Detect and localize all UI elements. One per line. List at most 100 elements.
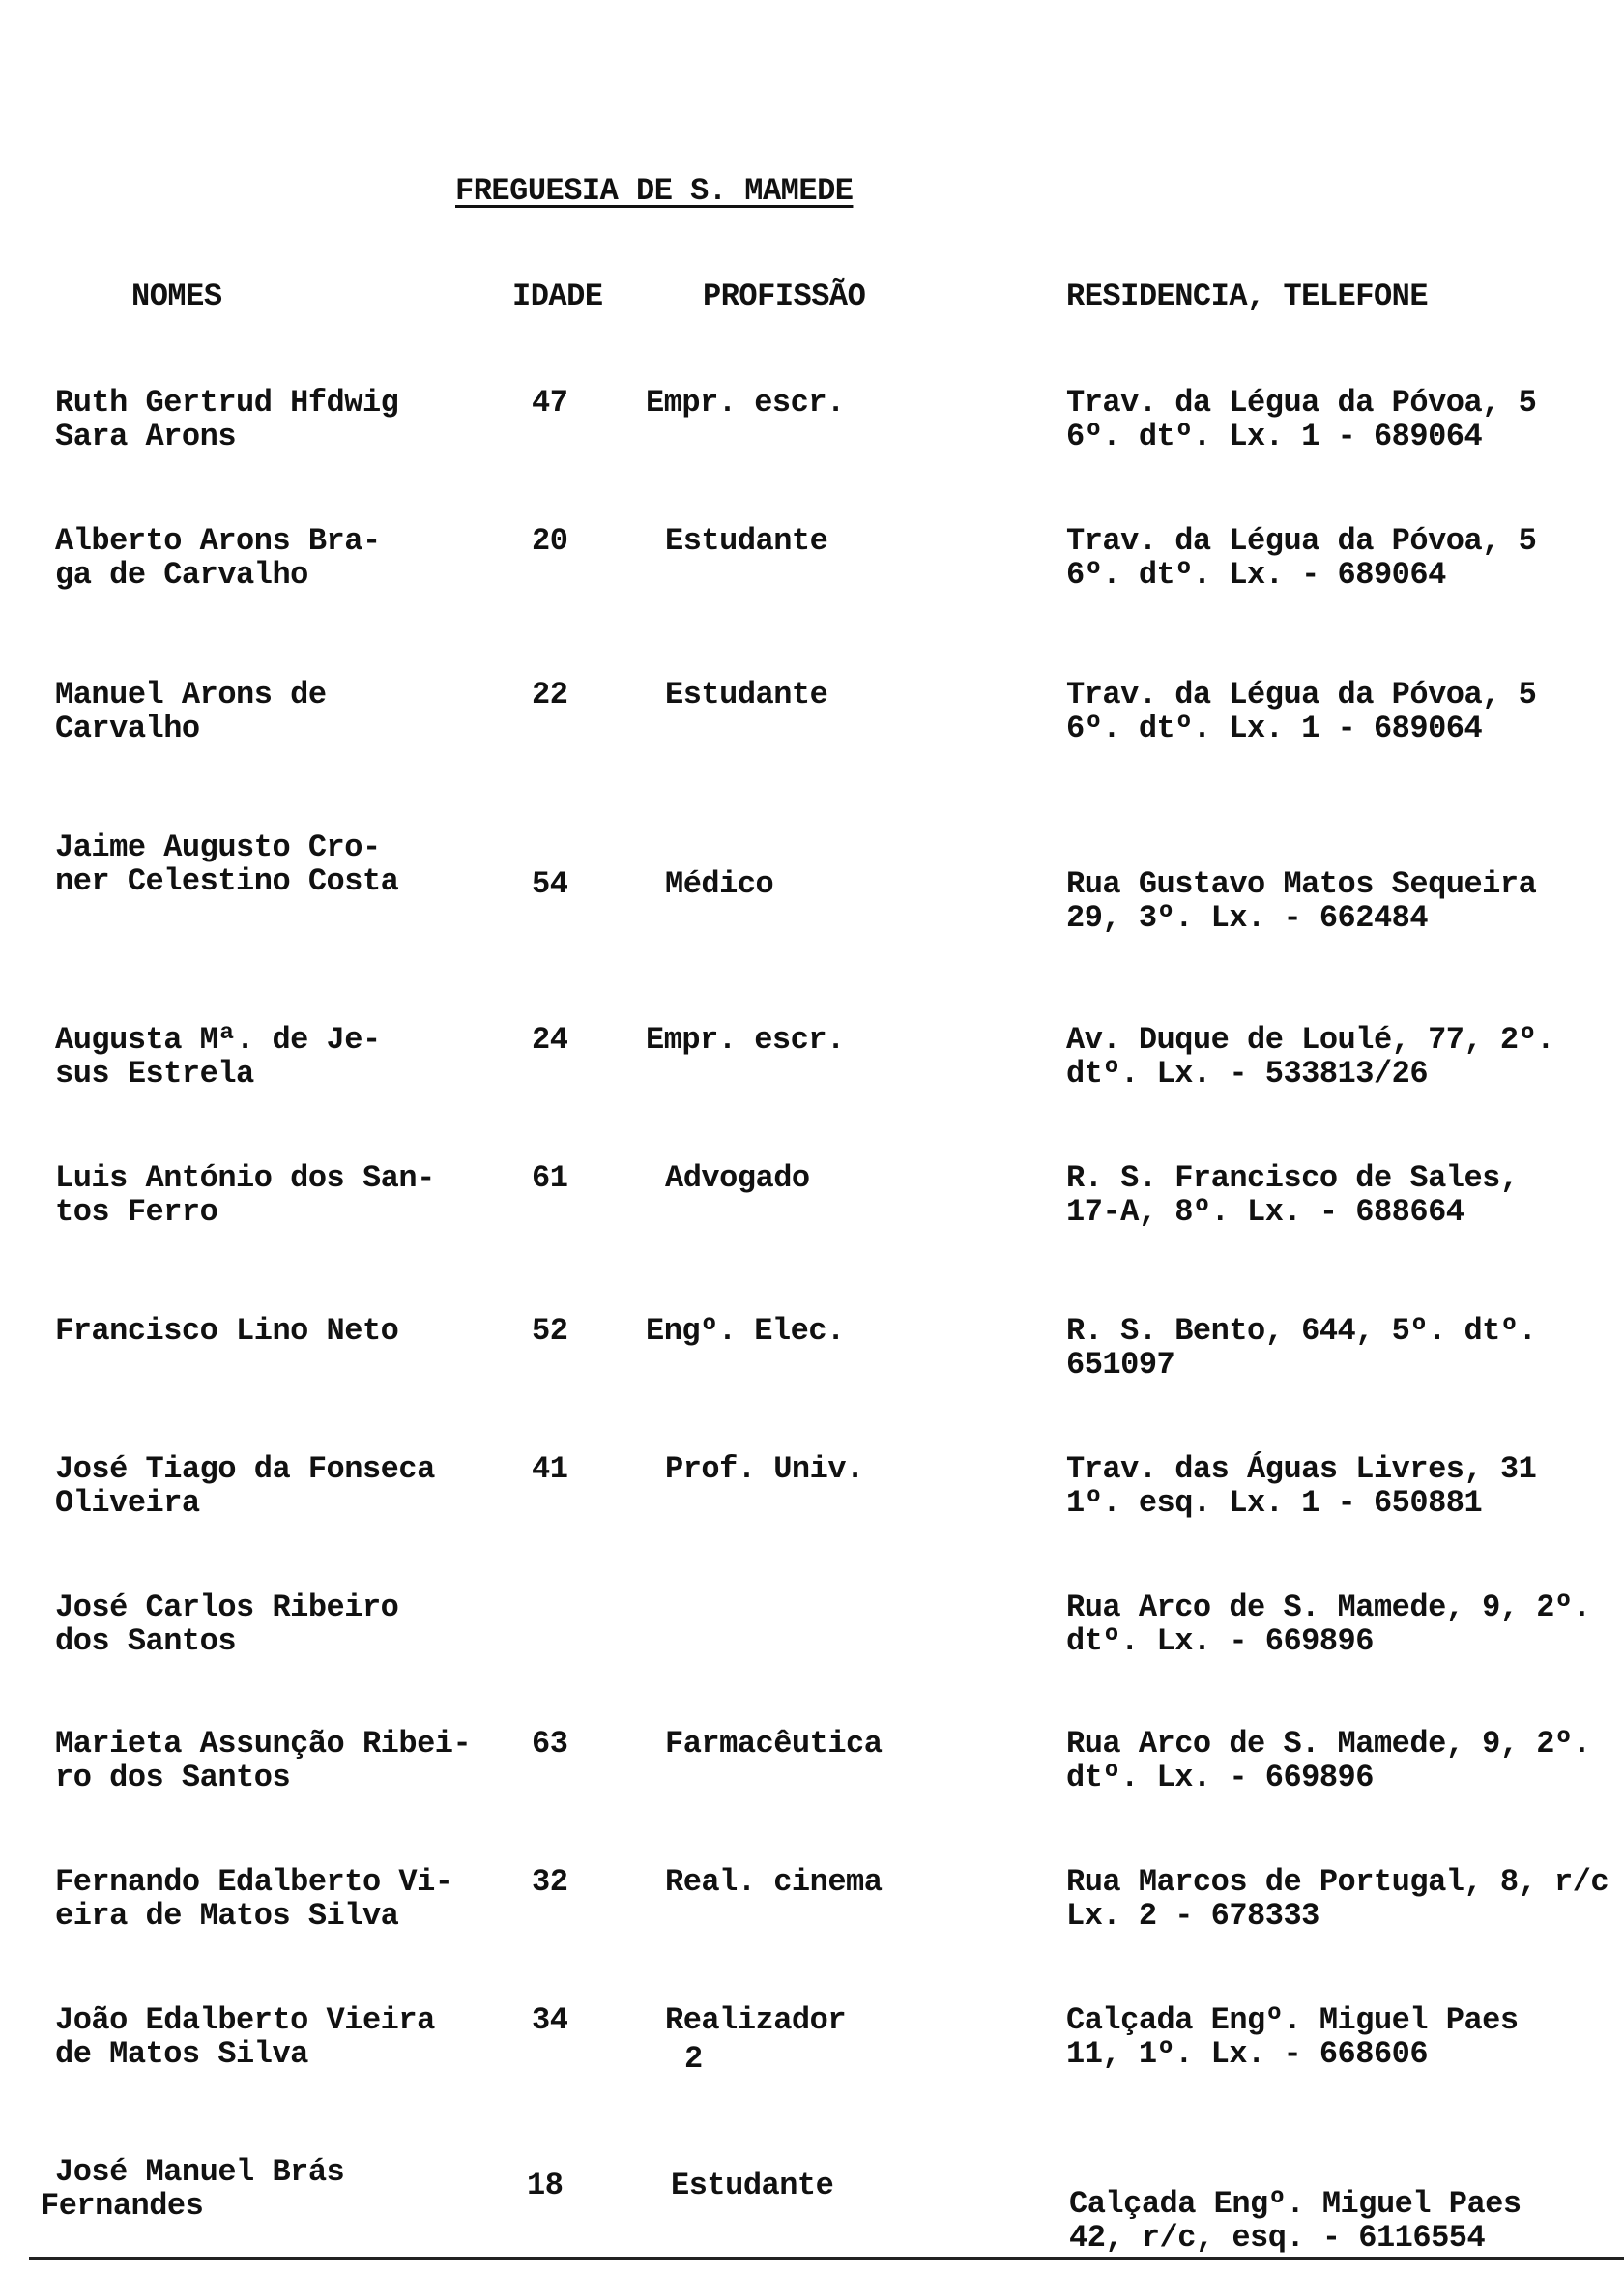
name-cell-line: sus Estrela xyxy=(55,1056,254,1092)
name-cell: Jaime Augusto Cro-ner Celestino Costa xyxy=(55,830,399,899)
residence-cell-line: dtº. Lx. - 669896 xyxy=(1066,1623,1374,1659)
name-cell-line: tos Ferro xyxy=(55,1194,218,1230)
page-number: 2 xyxy=(684,2041,703,2077)
name-cell-line: dos Santos xyxy=(55,1623,237,1659)
name-cell-line: Fernando Edalberto Vi- xyxy=(55,1864,453,1900)
age-cell: 47 xyxy=(532,385,568,421)
residence-cell: Rua Arco de S. Mamede, 9, 2º. dtº. Lx. - … xyxy=(1066,1589,1591,1659)
residence-cell-line: dtº. Lx. - 669896 xyxy=(1066,1760,1374,1795)
residence-cell-line: 6º. dtº. Lx. 1 - 689064 xyxy=(1066,419,1483,454)
name-cell: Ruth Gertrud Hfdwig Sara Arons xyxy=(55,385,399,454)
age-cell: 54 xyxy=(532,866,568,902)
residence-cell: Trav. da Légua da Póvoa, 5 6º. dtº. Lx. 1… xyxy=(1066,385,1537,454)
residence-cell-line: 29, 3º. Lx. - 662484 xyxy=(1066,900,1429,936)
page-title: FREGUESIA DE S. MAMEDE xyxy=(455,173,854,209)
name-cell: Fernando Edalberto Vi-eira de Matos Silv… xyxy=(55,1864,453,1934)
residence-cell-line: Trav. das Águas Livres, 31 xyxy=(1066,1451,1537,1487)
residence-cell-line: Av. Duque de Loulé, 77, 2º. xyxy=(1066,1022,1554,1058)
profession-cell: Advogado xyxy=(665,1160,810,1196)
residence-cell-line: 6º. dtº. Lx. 1 - 689064 xyxy=(1066,711,1483,746)
name-cell-line: ga de Carvalho xyxy=(55,557,308,593)
residence-cell: Trav. das Águas Livres, 31 1º. esq. Lx. 1… xyxy=(1066,1451,1537,1521)
name-cell: Luis António dos San-tos Ferro xyxy=(55,1161,435,1229)
profession-cell: Empr. escr. xyxy=(646,385,845,421)
residence-cell: Trav. da Légua da Póvoa, 5 6º. dtº. Lx. 1… xyxy=(1066,677,1537,746)
residence-cell: Rua Marcos de Portugal, 8, r/c Lx. 2 - 67… xyxy=(1066,1865,1610,1934)
profession-cell: Estudante xyxy=(665,677,828,713)
residence-cell-line: Trav. da Légua da Póvoa, 5 xyxy=(1066,677,1537,713)
residence-cell: Calçada Engº. Miguel Paes 42, r/c, esq. -… xyxy=(1069,2187,1522,2255)
name-cell-line: Sara Arons xyxy=(55,419,237,454)
residence-cell: Av. Duque de Loulé, 77, 2º. dtº. Lx. - 53… xyxy=(1066,1023,1554,1091)
name-cell-line: Oliveira xyxy=(55,1485,200,1521)
profession-cell: Estudante xyxy=(671,2168,834,2203)
name-cell-line: eira de Matos Silva xyxy=(55,1898,399,1934)
name-cell-line: Manuel Arons de xyxy=(55,677,327,713)
age-cell: 20 xyxy=(532,523,568,559)
residence-cell-line: R. S. Bento, 644, 5º. dtº. xyxy=(1066,1313,1537,1349)
name-cell-line: José Tiago da Fonseca xyxy=(55,1451,435,1487)
residence-cell: R. S. Bento, 644, 5º. dtº. 651097 xyxy=(1066,1313,1537,1383)
name-cell-line: ro dos Santos xyxy=(55,1760,291,1795)
residence-cell-line: Trav. da Légua da Póvoa, 5 xyxy=(1066,523,1537,559)
name-cell-line: Marieta Assunção Ribei- xyxy=(55,1726,472,1762)
age-cell: 22 xyxy=(532,677,568,713)
residence-cell-line: 17-A, 8º. Lx. - 688664 xyxy=(1066,1194,1464,1230)
header-profissao: PROFISSÃO xyxy=(703,278,866,314)
name-cell-line: Carvalho xyxy=(55,711,200,746)
name-cell-line: Fernandes xyxy=(41,2188,204,2224)
age-cell: 41 xyxy=(532,1451,568,1487)
residence-cell-line: Trav. da Légua da Póvoa, 5 xyxy=(1066,385,1537,421)
residence-cell-line: 11, 1º. Lx. - 668606 xyxy=(1066,2036,1429,2072)
profession-cell: Médico xyxy=(665,866,774,902)
name-cell-line: José Carlos Ribeiro xyxy=(55,1589,399,1625)
profession-cell: Estudante xyxy=(665,523,828,559)
name-cell-line: de Matos Silva xyxy=(55,2036,308,2072)
name-cell-line: Ruth Gertrud Hfdwig xyxy=(55,385,399,421)
age-cell: 61 xyxy=(532,1160,568,1196)
residence-cell-line: 6º. dtº. Lx. - 689064 xyxy=(1066,557,1446,593)
residence-cell-line: Rua Arco de S. Mamede, 9, 2º. xyxy=(1066,1726,1591,1762)
residence-cell-line: Calçada Engº. Miguel Paes xyxy=(1066,2002,1519,2038)
residence-cell-line: Rua Gustavo Matos Sequeira xyxy=(1066,866,1537,902)
name-cell-line: Alberto Arons Bra- xyxy=(55,523,381,559)
residence-cell-line: Rua Arco de S. Mamede, 9, 2º. xyxy=(1066,1589,1591,1625)
name-cell: Augusta Mª. de Je-sus Estrela xyxy=(55,1023,381,1091)
residence-cell: Rua Gustavo Matos Sequeira 29, 3º. Lx. - … xyxy=(1066,866,1537,936)
header-residencia: RESIDENCIA, TELEFONE xyxy=(1066,278,1429,314)
name-cell: José Carlos Ribeiro dos Santos xyxy=(55,1589,399,1659)
name-cell: João Edalberto Vieira de Matos Silva xyxy=(55,2003,435,2071)
residence-cell-line: R. S. Francisco de Sales, xyxy=(1066,1160,1519,1196)
age-cell: 32 xyxy=(532,1864,568,1900)
residence-cell: Trav. da Légua da Póvoa, 5 6º. dtº. Lx. -… xyxy=(1066,523,1537,593)
header-nomes: NOMES xyxy=(131,278,222,314)
name-cell-line: José Manuel Brás xyxy=(55,2154,345,2190)
residence-cell-line: 651097 xyxy=(1066,1347,1175,1383)
name-cell: José Tiago da Fonseca Oliveira xyxy=(55,1452,435,1520)
residence-cell-line: Calçada Engº. Miguel Paes xyxy=(1069,2186,1522,2222)
name-cell: Alberto Arons Bra-ga de Carvalho xyxy=(55,524,381,592)
name-cell-line: Francisco Lino Neto xyxy=(55,1313,399,1349)
residence-cell: R. S. Francisco de Sales, 17-A, 8º. Lx. -… xyxy=(1066,1161,1519,1229)
residence-cell-line: Lx. 2 - 678333 xyxy=(1066,1898,1320,1934)
profession-cell: Farmacêutica xyxy=(665,1726,883,1762)
profession-cell: Empr. escr. xyxy=(646,1022,845,1058)
profession-cell: Real. cinema xyxy=(665,1864,883,1900)
age-cell: 24 xyxy=(532,1022,568,1058)
name-cell: Marieta Assunção Ribei-ro dos Santos xyxy=(55,1726,472,1795)
name-cell: José Manuel Brás Fernandes xyxy=(41,2154,345,2223)
age-cell: 52 xyxy=(532,1313,568,1349)
profession-cell: Prof. Univ. xyxy=(665,1451,864,1487)
residence-cell-line: 1º. esq. Lx. 1 - 650881 xyxy=(1066,1485,1483,1521)
header-idade: IDADE xyxy=(512,278,603,314)
bottom-rule xyxy=(29,2257,1624,2260)
name-cell: Francisco Lino Neto xyxy=(55,1313,399,1349)
profession-cell: Realizador xyxy=(665,2002,847,2038)
name-cell-line: Jaime Augusto Cro- xyxy=(55,830,381,865)
residence-cell-line: 42, r/c, esq. - 6116554 xyxy=(1069,2220,1486,2256)
age-cell: 18 xyxy=(527,2168,564,2203)
age-cell: 63 xyxy=(532,1726,568,1762)
name-cell-line: ner Celestino Costa xyxy=(55,863,399,899)
residence-cell: Rua Arco de S. Mamede, 9, 2º. dtº. Lx. - … xyxy=(1066,1726,1591,1795)
residence-cell-line: dtº. Lx. - 533813/26 xyxy=(1066,1056,1429,1092)
